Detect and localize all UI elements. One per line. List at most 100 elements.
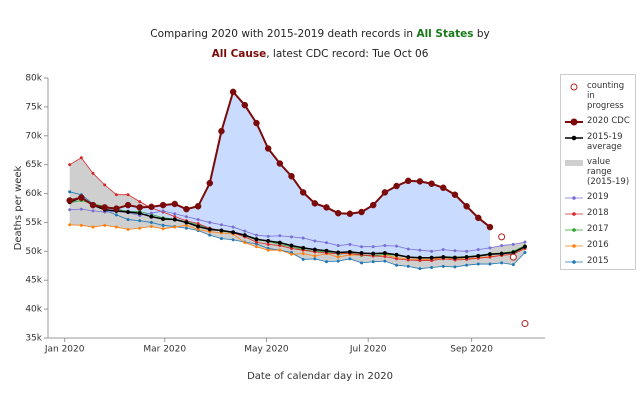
- data-point: [208, 233, 212, 237]
- data-point: [348, 257, 352, 261]
- data-point: [172, 217, 177, 222]
- data-point: [359, 245, 364, 249]
- data-point: [126, 193, 130, 197]
- data-point: [348, 242, 352, 246]
- legend-marker: [571, 135, 577, 141]
- data-point: [475, 214, 482, 222]
- data-point: [173, 212, 177, 216]
- data-point: [219, 237, 223, 241]
- y-tick-label: 65k: [25, 160, 42, 170]
- data-point: [488, 262, 492, 266]
- data-point: [124, 201, 132, 209]
- data-point: [114, 213, 118, 217]
- title-region: All States: [416, 28, 474, 40]
- y-tick-label: 40k: [25, 305, 42, 315]
- data-point: [417, 255, 422, 260]
- legend: counting in progress 2020 CDC 2015-19 aver…: [560, 74, 636, 270]
- data-point: [184, 215, 188, 219]
- data-point: [381, 189, 389, 196]
- data-point: [358, 208, 365, 216]
- data-point: [383, 244, 387, 248]
- x-tick-label: Jan 2020: [44, 345, 85, 355]
- title-cause: All Cause: [211, 48, 267, 60]
- data-point: [184, 226, 188, 230]
- data-point: [149, 211, 153, 215]
- data-point: [486, 223, 494, 231]
- legend-icon: [565, 228, 583, 232]
- data-point: [253, 119, 260, 127]
- data-point: [476, 248, 480, 252]
- data-point: [476, 253, 481, 259]
- data-point: [161, 209, 165, 213]
- data-point: [312, 247, 317, 252]
- data-point: [301, 236, 305, 240]
- data-point: [371, 251, 376, 256]
- data-point: [231, 230, 236, 235]
- data-point: [66, 197, 73, 204]
- data-point: [114, 225, 118, 229]
- data-point: [138, 200, 142, 204]
- data-point: [231, 225, 235, 229]
- data-point: [313, 239, 317, 243]
- legend-entry: counting in progress: [564, 81, 633, 111]
- data-point: [266, 238, 271, 243]
- data-point: [452, 255, 457, 260]
- data-point: [196, 218, 200, 222]
- data-point: [453, 265, 457, 269]
- data-point: [184, 220, 189, 225]
- data-point: [498, 233, 506, 241]
- data-point: [509, 253, 517, 261]
- data-point: [138, 219, 142, 223]
- title-text: by: [476, 28, 490, 40]
- data-point: [301, 245, 306, 250]
- y-axis-label: Deaths per week: [13, 165, 24, 250]
- data-point: [278, 248, 282, 252]
- legend-entry: 2018: [564, 208, 633, 219]
- data-point: [406, 264, 410, 268]
- legend-label: 2019: [587, 192, 609, 202]
- title-text: , latest CDC record: Tue Oct 06: [266, 48, 429, 60]
- title-text: Comparing 2020 with 2015-2019 death reco…: [150, 28, 414, 40]
- data-point: [428, 180, 435, 187]
- legend-label: 2015: [587, 256, 609, 266]
- data-point: [254, 233, 259, 237]
- data-point: [299, 189, 307, 196]
- data-point: [91, 225, 95, 229]
- data-point: [91, 209, 95, 213]
- data-point: [89, 201, 97, 209]
- data-point: [441, 255, 446, 260]
- data-point: [289, 252, 294, 256]
- data-point: [301, 257, 305, 261]
- data-point: [313, 254, 317, 258]
- data-point: [241, 101, 249, 109]
- series-line: [69, 196, 526, 259]
- data-point: [324, 260, 329, 264]
- data-point: [161, 227, 165, 231]
- data-point: [382, 251, 387, 256]
- legend-label: 2016: [587, 240, 609, 250]
- legend-entry: 2019: [564, 192, 633, 203]
- data-point: [451, 191, 459, 198]
- data-point: [311, 200, 319, 207]
- legend-entry: 2017: [564, 224, 633, 235]
- data-point: [266, 242, 270, 246]
- data-point: [440, 184, 447, 192]
- x-tick-label: Mar 2020: [143, 345, 186, 355]
- data-point: [126, 209, 131, 215]
- data-point: [430, 265, 434, 270]
- data-point: [359, 261, 364, 265]
- data-point: [103, 223, 107, 227]
- data-point: [336, 255, 340, 259]
- legend-icon: [565, 160, 583, 166]
- legend-entry: 2016: [564, 240, 633, 251]
- data-point: [463, 203, 470, 210]
- data-point: [276, 160, 284, 167]
- x-tick-label: Jul 2020: [349, 345, 387, 355]
- series-line: [69, 157, 526, 261]
- data-point: [277, 240, 282, 245]
- data-point: [488, 246, 492, 250]
- data-point: [289, 235, 294, 239]
- excess-area: [69, 91, 490, 258]
- data-point: [242, 233, 247, 238]
- data-point: [406, 255, 411, 260]
